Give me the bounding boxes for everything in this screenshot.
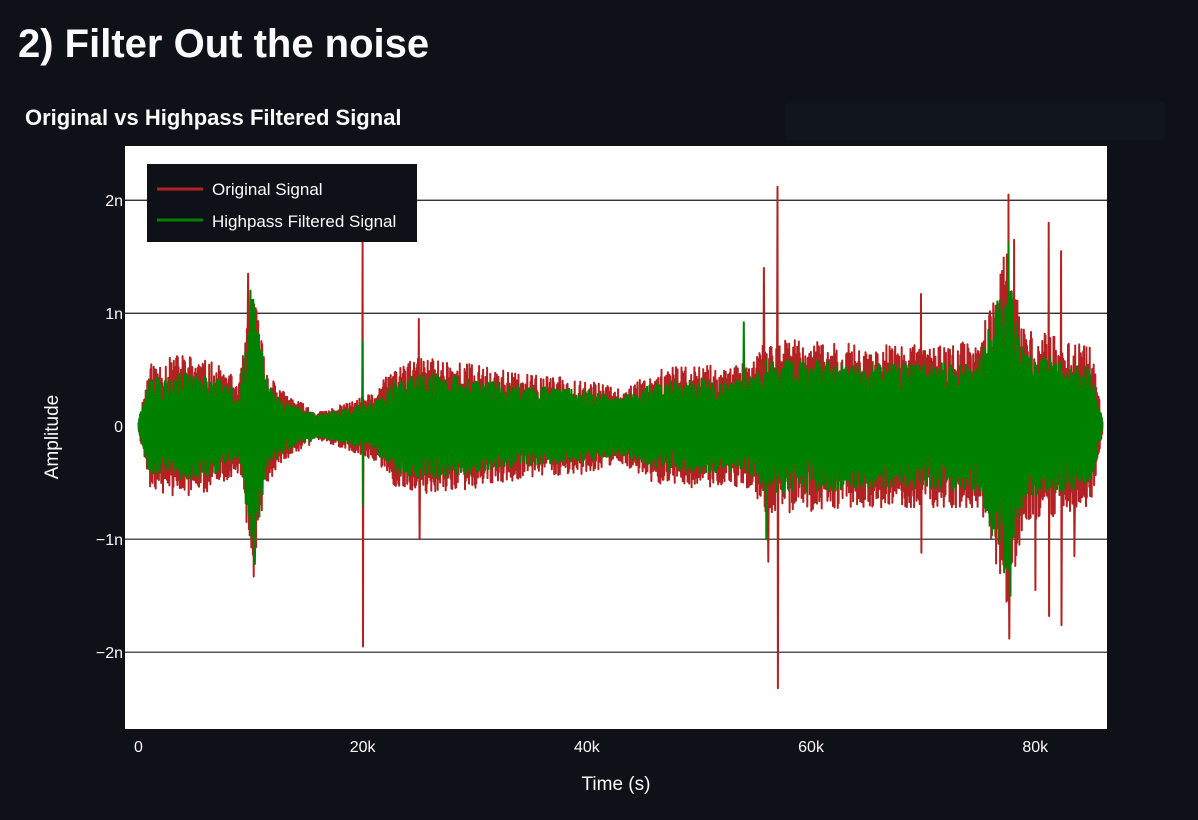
y-tick-label: −2n: [96, 645, 123, 662]
series-line-highpass[interactable]: [137, 242, 1104, 597]
legend[interactable]: Original Signal Highpass Filtered Signal: [147, 164, 417, 242]
x-tick-label: 60k: [798, 739, 825, 756]
x-tick-labels: 0 20k 40k 60k 80k: [134, 739, 1049, 756]
y-tick-label: 1n: [105, 306, 123, 323]
y-tick-label: 0: [114, 419, 123, 436]
y-axis-title: Amplitude: [42, 395, 63, 480]
y-tick-label: −1n: [96, 532, 123, 549]
y-tick-labels: 2n 1n 0 −1n −2n: [96, 193, 123, 662]
legend-label-highpass[interactable]: Highpass Filtered Signal: [212, 212, 396, 231]
y-tick-label: 2n: [105, 193, 123, 210]
chart-toolbar[interactable]: [785, 102, 1165, 140]
page-title: 2) Filter Out the noise: [18, 22, 430, 66]
x-tick-label: 0: [134, 739, 143, 756]
chart-title: Original vs Highpass Filtered Signal: [25, 105, 402, 130]
x-tick-label: 40k: [574, 739, 601, 756]
x-tick-label: 20k: [350, 739, 377, 756]
x-tick-label: 80k: [1022, 739, 1049, 756]
legend-background: [147, 164, 417, 242]
legend-label-original[interactable]: Original Signal: [212, 180, 323, 199]
series-layer: [137, 185, 1104, 690]
x-axis-title: Time (s): [582, 774, 651, 795]
